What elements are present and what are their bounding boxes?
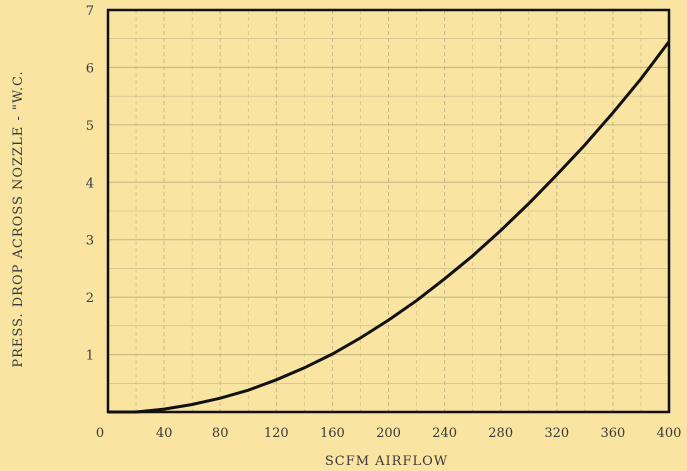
y-tick-label: 4 (86, 176, 94, 191)
y-tick-label: 2 (86, 291, 94, 306)
x-tick-label: 40 (156, 426, 173, 441)
grid (108, 10, 669, 412)
x-tick-label: 160 (320, 426, 345, 441)
x-tick-label: 360 (600, 426, 625, 441)
y-tick-label: 7 (86, 4, 94, 19)
x-tick-label: 120 (264, 426, 289, 441)
y-tick-label: 3 (86, 234, 94, 249)
x-tick-label: 80 (212, 426, 229, 441)
y-tick-label: 1 (86, 349, 94, 364)
y-tick-label: 5 (86, 119, 94, 134)
x-tick-label: 240 (432, 426, 457, 441)
x-axis-title: SCFM AIRFLOW (325, 454, 448, 469)
x-tick-label: 400 (657, 426, 682, 441)
x-tick-label: 200 (376, 426, 401, 441)
y-tick-labels: 1 2 3 4 5 6 7 (86, 4, 94, 364)
x-tick-label: 320 (544, 426, 569, 441)
plot-frame (106, 8, 671, 414)
x-tick-label: 0 (96, 426, 104, 441)
series-line (108, 40, 671, 414)
y-axis-title: PRESS. DROP ACROSS NOZZLE - "W.C. (11, 70, 26, 367)
x-tick-labels: 0 40 80 120 160 200 240 280 320 360 400 (96, 426, 682, 441)
x-tick-label: 280 (488, 426, 513, 441)
y-tick-label: 6 (86, 61, 94, 76)
